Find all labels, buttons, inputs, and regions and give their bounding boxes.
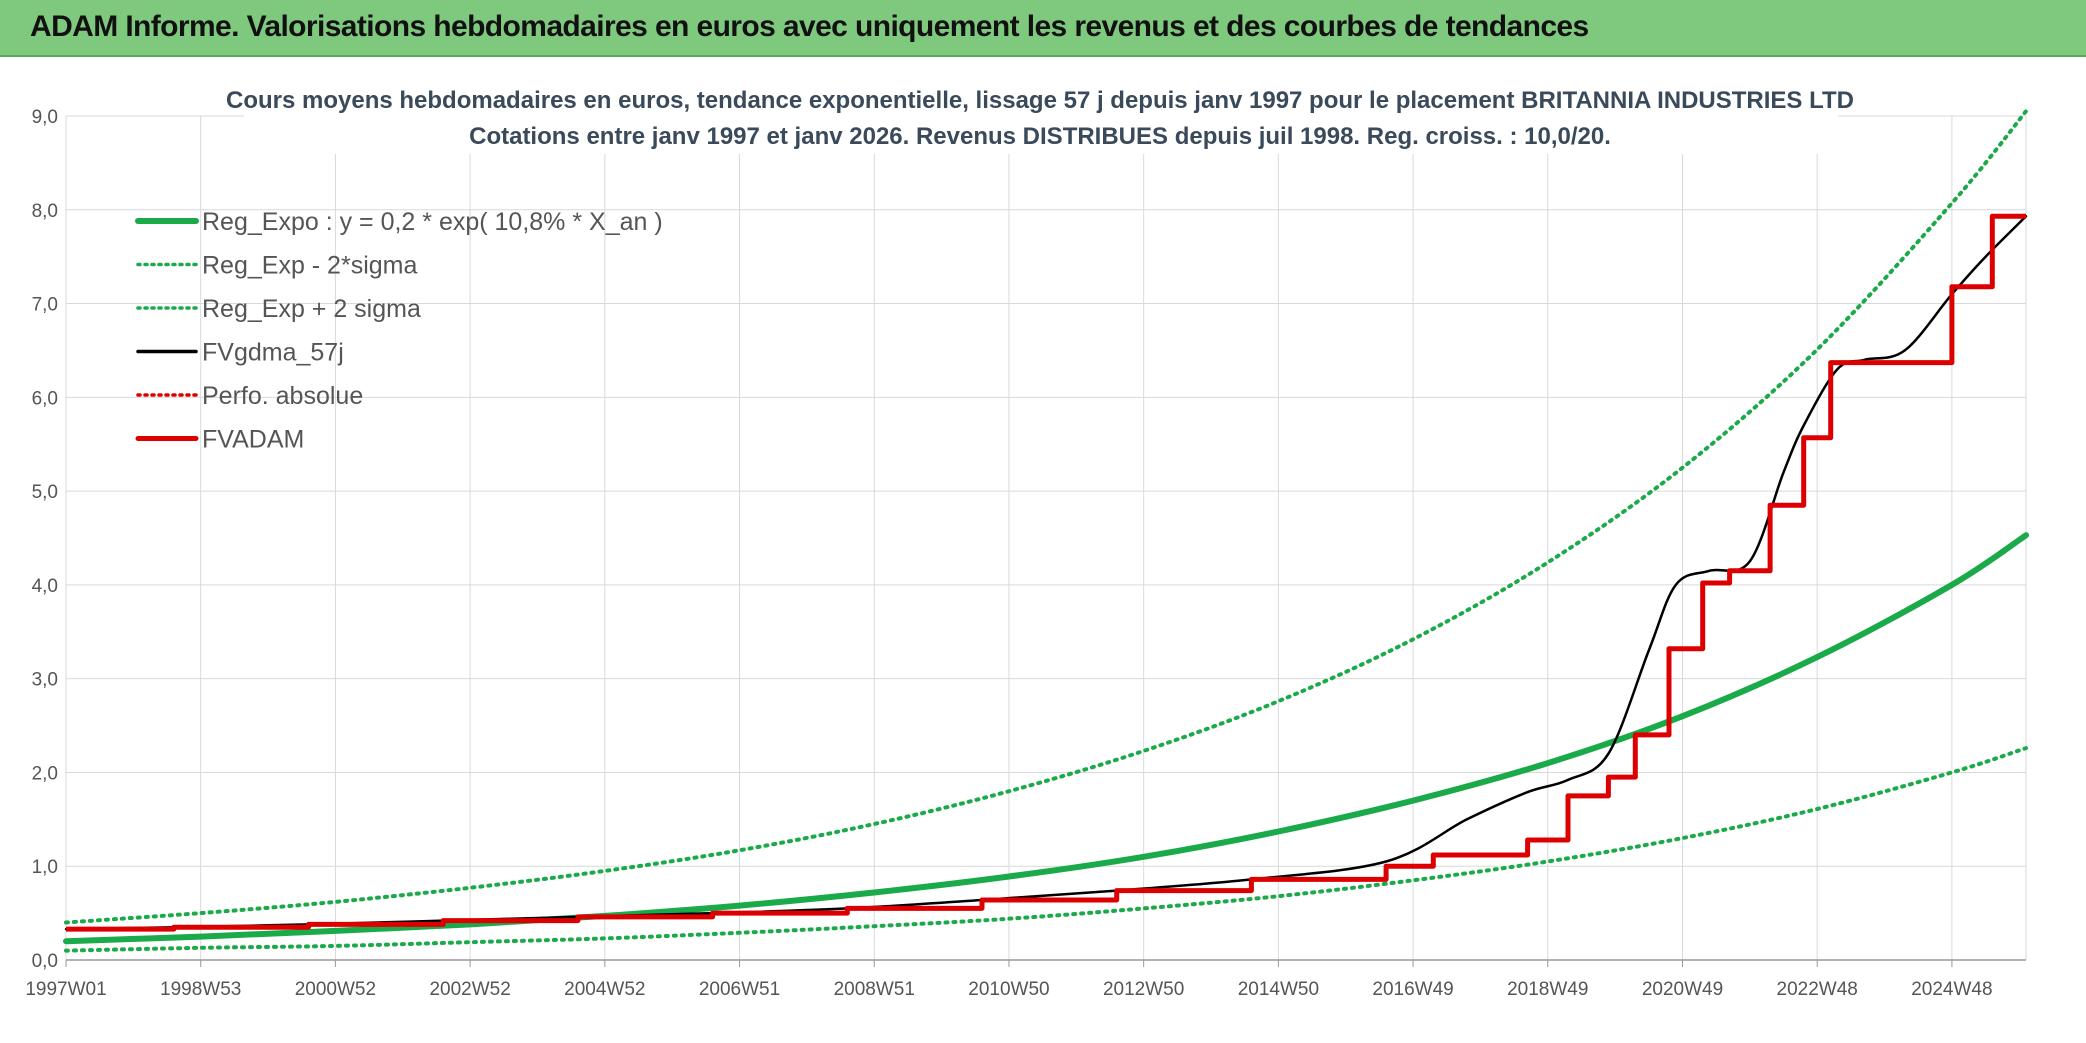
x-tick-label: 2020W49 xyxy=(1642,979,1723,1000)
line-chart: 0,0 1,0 2,0 3,0 4,0 5,0 6,0 7,0 8,0 9,0 1997W01 199… xyxy=(0,57,2086,1038)
x-tick-label: 1998W53 xyxy=(160,979,241,1000)
legend-label: FVgdma_57j xyxy=(202,339,344,367)
y-tick-label: 9,0 xyxy=(32,107,58,128)
title-box xyxy=(244,80,1838,154)
chart-subtitle: Cotations entre janv 1997 et janv 2026. … xyxy=(469,123,1611,150)
series xyxy=(63,109,2029,953)
y-tick-label: 0,0 xyxy=(32,951,58,972)
legend-label: Reg_Expo : y = 0,2 * exp( 10,8% * X_an ) xyxy=(202,208,663,236)
y-tick-label: 4,0 xyxy=(32,576,58,597)
y-tick-label: 8,0 xyxy=(32,201,58,222)
x-tick-label: 2014W50 xyxy=(1238,979,1319,1000)
legend-label: Reg_Exp + 2 sigma xyxy=(202,295,421,323)
series-line-3 xyxy=(64,109,2028,925)
x-tick-label: 2006W51 xyxy=(699,979,780,1000)
legend-label: Perfo. absolue xyxy=(202,382,363,410)
x-tick-label: 1997W01 xyxy=(25,979,106,1000)
y-tick-label: 6,0 xyxy=(32,388,58,409)
x-tick-label: 2000W52 xyxy=(295,979,376,1000)
series-line-4 xyxy=(64,215,2028,931)
y-tick-label: 2,0 xyxy=(32,763,58,784)
chart-area: 0,0 1,0 2,0 3,0 4,0 5,0 6,0 7,0 8,0 9,0 1997W01 199… xyxy=(0,57,2086,1038)
y-tick-label: 1,0 xyxy=(32,857,58,878)
x-tick-label: 2002W52 xyxy=(429,979,510,1000)
x-tick-label: 2018W49 xyxy=(1507,979,1588,1000)
y-tick-label: 3,0 xyxy=(32,670,58,691)
y-tick-label: 5,0 xyxy=(32,482,58,503)
chart-title: Cours moyens hebdomadaires en euros, ten… xyxy=(226,87,1854,114)
grid xyxy=(65,115,2027,960)
x-tick-label: 2012W50 xyxy=(1103,979,1184,1000)
y-tick-label: 7,0 xyxy=(32,295,58,316)
series-line-1 xyxy=(63,532,2029,945)
x-tick-label: 2024W48 xyxy=(1911,979,1992,1000)
x-tick-label: 2004W52 xyxy=(564,979,645,1000)
series-line-2 xyxy=(64,746,2028,953)
series-line-6 xyxy=(66,213,2026,932)
legend-label: FVADAM xyxy=(202,426,304,454)
page-title: ADAM Informe. Valorisations hebdomadaire… xyxy=(30,10,1589,43)
x-tick-label: 2022W48 xyxy=(1777,979,1858,1000)
chart-titles: Cours moyens hebdomadaires en euros, ten… xyxy=(226,80,1854,154)
header-bar: ADAM Informe. Valorisations hebdomadaire… xyxy=(0,0,2086,57)
legend: Reg_Expo : y = 0,2 * exp( 10,8% * X_an )… xyxy=(135,208,663,454)
chart-background xyxy=(0,57,2086,1038)
axes: 0,0 1,0 2,0 3,0 4,0 5,0 6,0 7,0 8,0 9,0 1997W01 199… xyxy=(25,107,2026,1000)
x-tick-label: 2016W49 xyxy=(1372,979,1453,1000)
x-tick-label: 2010W50 xyxy=(968,979,1049,1000)
legend-label: Reg_Exp - 2*sigma xyxy=(202,252,417,280)
x-tick-label: 2008W51 xyxy=(834,979,915,1000)
